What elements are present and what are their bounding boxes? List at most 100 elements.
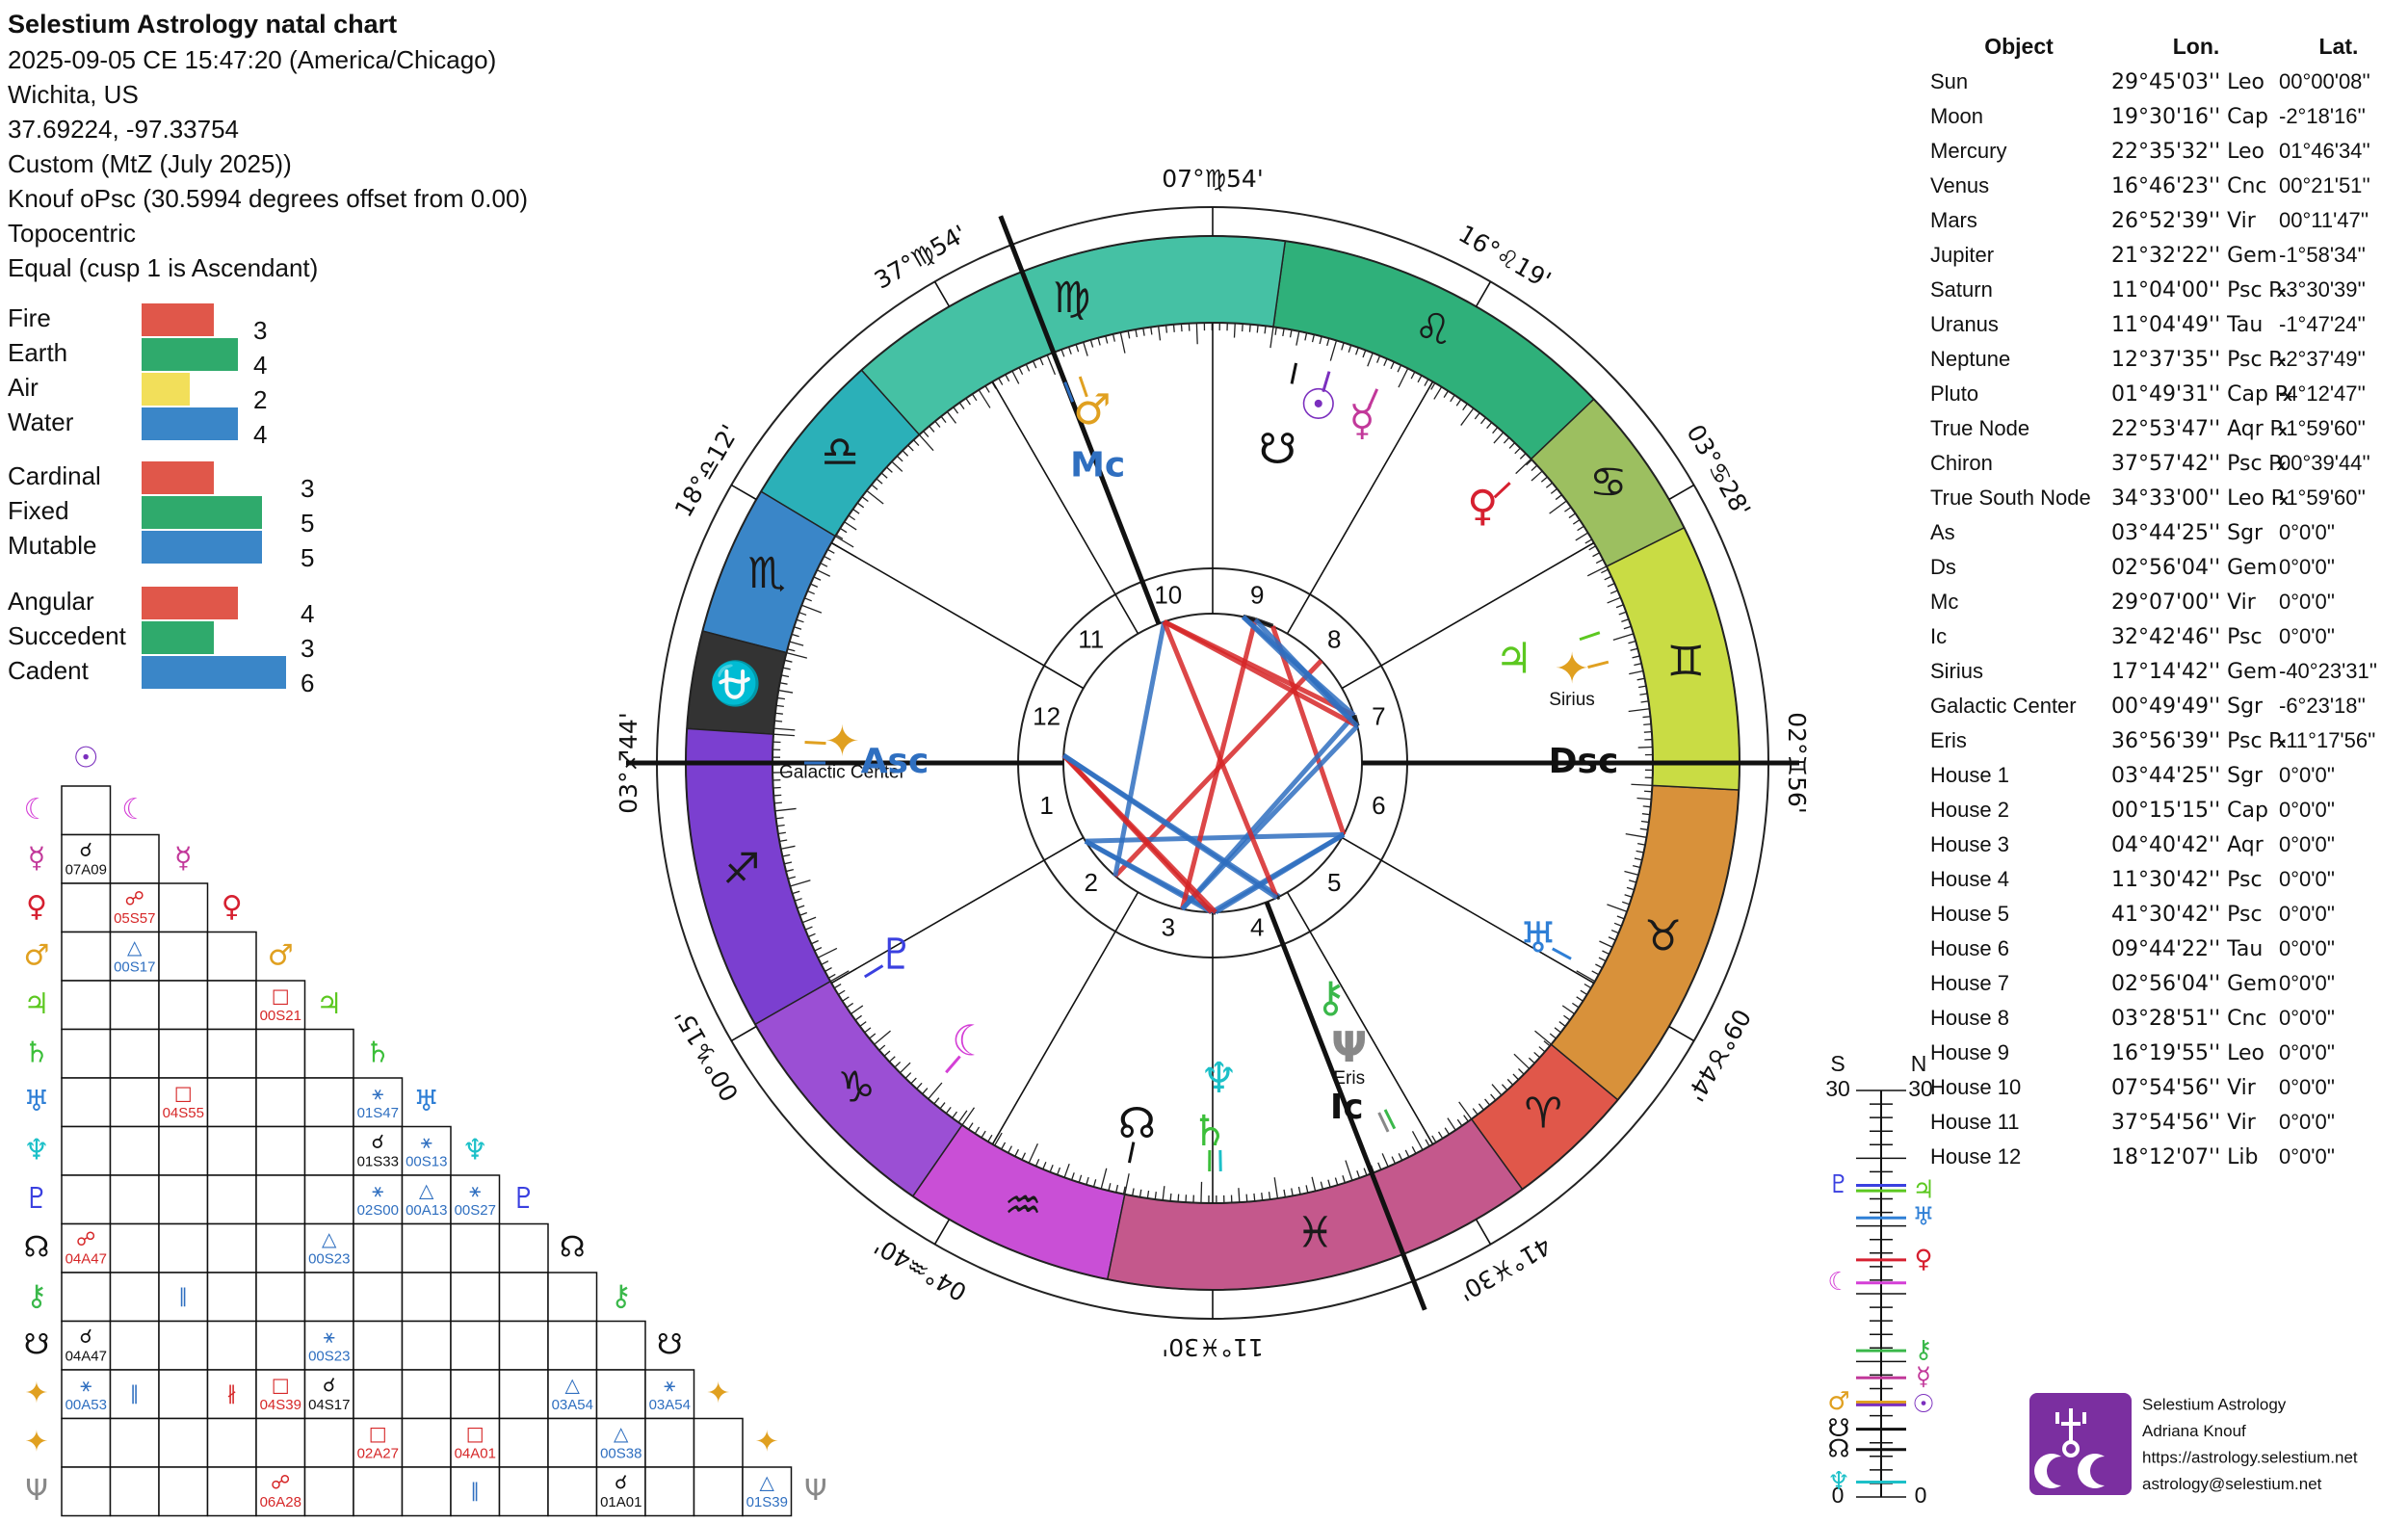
degree-tick (1139, 1189, 1142, 1197)
degree-tick (886, 466, 893, 473)
degree-tick (1640, 700, 1649, 703)
degree-tick (779, 839, 788, 843)
degree-tick (827, 973, 836, 979)
balance-value: 3 (301, 474, 314, 503)
balance-value: 4 (301, 599, 314, 628)
grid-cell (353, 1077, 404, 1128)
degree-tick (1011, 370, 1020, 384)
table-cell: 01°46'34'' (2279, 139, 2370, 163)
grid-object-glyph: ♀ (26, 890, 47, 924)
degree-tick (1097, 337, 1101, 346)
grid-object-glyph: ♅ (24, 1085, 50, 1118)
degree-tick (1362, 350, 1367, 358)
degree-tick (1534, 1030, 1552, 1045)
degree-tick (1410, 371, 1416, 380)
table-cell: 0°0'0'' (2279, 1040, 2335, 1064)
degree-tick (778, 689, 794, 694)
degree-tick (1245, 1194, 1248, 1202)
logo-moons (2034, 1453, 2105, 1488)
degree-tick (816, 569, 831, 577)
aspect-orb: 07A09 (65, 861, 107, 878)
degree-tick (933, 1097, 940, 1105)
degree-tick (946, 411, 956, 424)
degree-tick (1018, 367, 1024, 376)
table-cell: House 9 (1930, 1040, 2009, 1064)
decl-side: N (1911, 1051, 1927, 1076)
degree-tick (1616, 915, 1625, 920)
aspect-symbol: ⚹ (469, 1179, 481, 1202)
degree-tick (910, 1077, 917, 1085)
table-cell: 0°0'0'' (2279, 832, 2335, 856)
table-cell: 34°33'00'' Leo ℞ (2111, 486, 2290, 511)
degree-tick (1326, 338, 1330, 347)
degree-tick (1264, 326, 1267, 334)
degree-tick (896, 455, 903, 462)
degree-tick (834, 536, 854, 548)
degree-tick (1540, 476, 1548, 483)
degree-tick (1433, 386, 1443, 400)
grid-cell (206, 1466, 257, 1517)
degree-tick (1304, 332, 1308, 341)
grid-object-glyph: ♀ (222, 890, 243, 924)
table-cell: 36°56'39'' Psc ℞ (2111, 729, 2288, 753)
degree-tick (1561, 1005, 1575, 1014)
grid-cell (401, 1174, 452, 1225)
degree-tick (1639, 827, 1648, 831)
degree-tick (1531, 470, 1543, 482)
table-header: Lon. (2173, 34, 2220, 59)
degree-tick (1341, 342, 1345, 351)
grid-cell (61, 1125, 112, 1176)
degree-tick (1142, 328, 1145, 336)
grid-object-glyph: ♄ (24, 1036, 50, 1069)
decl-glyph: ☿ (1916, 1363, 1931, 1392)
object-position (1367, 388, 1379, 409)
degree-tick (1642, 805, 1651, 808)
aspect-symbol: ☍ (76, 1227, 95, 1250)
degree-tick (1112, 333, 1115, 342)
sign-glyph: ♉ (1644, 912, 1682, 961)
balance-label: Cardinal (8, 461, 101, 490)
grid-cell (206, 1369, 257, 1420)
degree-tick (923, 431, 929, 437)
table-cell: 26°52'39'' Vir (2111, 209, 2257, 233)
degree-tick (773, 727, 796, 731)
degree-tick (1195, 323, 1198, 345)
grid-object-glyph: ☋ (657, 1327, 683, 1361)
degree-tick (1533, 1051, 1541, 1059)
degree-tick (1519, 453, 1527, 460)
degree-tick (1450, 394, 1455, 403)
degree-tick (776, 824, 785, 827)
grid-cell (255, 1077, 306, 1128)
aspect-line (1214, 832, 1346, 915)
degree-tick (1624, 894, 1633, 898)
aspect-orb: 01A01 (600, 1494, 641, 1510)
table-cell: 07°54'56'' Vir (2111, 1076, 2257, 1100)
object-glyph: ♂ (1073, 385, 1111, 434)
degree-tick (1086, 1176, 1089, 1185)
aspect-orb: 00A53 (65, 1397, 107, 1413)
table-cell: 03°28'51'' Cnc (2111, 1007, 2267, 1031)
aspect-symbol: ⚹ (80, 1374, 92, 1397)
aspect-orb: 01S33 (357, 1153, 399, 1169)
object-glyph: ☊ (1118, 1099, 1156, 1148)
house-cusp-outer (730, 484, 757, 501)
degree-tick (1383, 358, 1388, 366)
aspect-symbol: ⚹ (372, 1082, 383, 1105)
degree-tick (814, 947, 823, 952)
degree-tick (1591, 970, 1600, 976)
degree-tick (1377, 1162, 1382, 1170)
grid-object-glyph: ♃ (24, 987, 50, 1021)
degree-tick (786, 651, 808, 659)
balance-label: Air (8, 373, 39, 402)
degree-tick (813, 576, 822, 581)
grid-cell (303, 1320, 354, 1371)
table-cell: -1°58'34'' (2279, 243, 2366, 267)
degree-tick (1503, 436, 1510, 444)
degree-tick (1586, 565, 1608, 577)
degree-tick (861, 496, 869, 503)
degree-tick (1089, 339, 1094, 348)
grid-cell (158, 1272, 209, 1323)
table-cell: Mercury (1930, 139, 2006, 163)
table-cell: House 2 (1930, 798, 2009, 822)
balance-label: Angular (8, 587, 94, 616)
